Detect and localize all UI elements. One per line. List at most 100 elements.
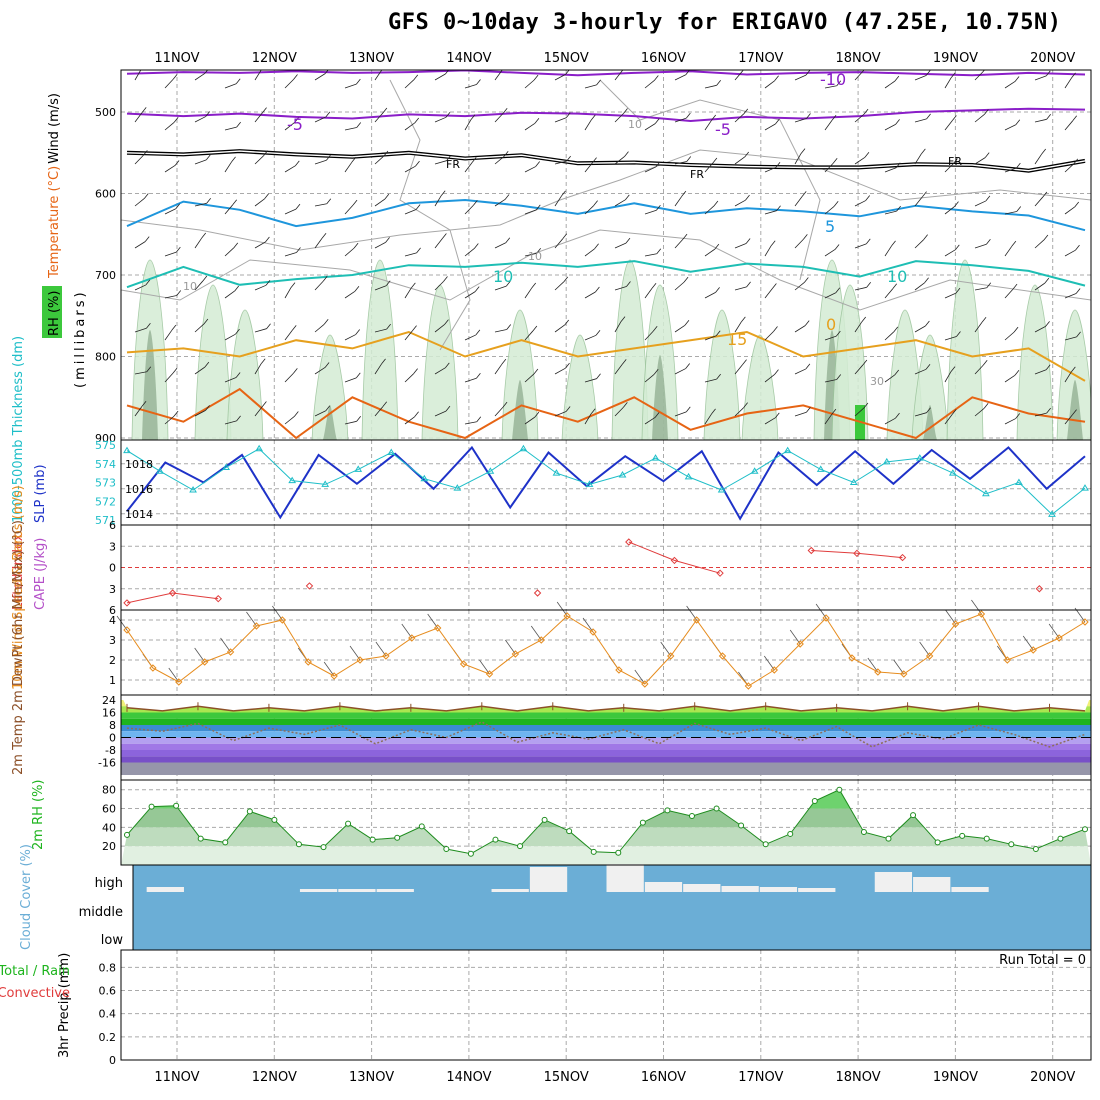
wind-barb-10m [401, 623, 413, 639]
wind-barb-flag [232, 199, 238, 206]
wind-barb [974, 200, 987, 207]
wind-barb-10m [556, 601, 568, 617]
wind-barb-flag [683, 276, 689, 283]
run-total: Run Total = 0 [999, 953, 1086, 968]
wind-barb-flag [924, 277, 929, 284]
wind-barb [464, 84, 477, 89]
wind-barb-flag [265, 280, 271, 286]
wind-barb [1004, 124, 1016, 131]
rh-marker [246, 808, 253, 815]
wind-barb [854, 321, 863, 333]
rh-marker [1057, 835, 1064, 842]
wind-barb-flag [564, 319, 570, 326]
wind-barb [554, 324, 565, 333]
wind-barb [134, 327, 147, 333]
rh-ylabel: 2m RH (%) [31, 779, 46, 850]
wind-barb [464, 248, 475, 257]
wind-barb-flag [596, 79, 601, 86]
wind-ylabel-text: 10m Wind Speed & Barbs (m/s) [11, 485, 26, 690]
wind-barb [914, 153, 922, 165]
rh-marker [885, 835, 892, 842]
wind-barb [224, 377, 237, 383]
wind-barb-flag [294, 411, 299, 417]
wind-barb-flag [621, 359, 627, 365]
wind-barb-flag [982, 359, 988, 366]
rh-tick-label: 40 [102, 821, 116, 834]
wind-barb [554, 238, 564, 249]
wind-barb [884, 417, 896, 425]
wind-barb [524, 209, 537, 215]
lifted-index-marker [716, 569, 724, 577]
wind-barb-flag [446, 155, 451, 161]
lifted-index-marker [670, 556, 679, 565]
wind-barb [1034, 369, 1047, 375]
wind-barb-flag [474, 243, 479, 249]
wind-barb-flag [291, 325, 297, 331]
thickness-marker [156, 467, 164, 474]
temp-band [121, 743, 1091, 750]
wind-barb-flag [565, 362, 570, 369]
wind-barb-flag [653, 369, 659, 375]
wind-barb-flag [836, 374, 842, 380]
wind-barb-10m [660, 641, 672, 657]
rh-marker [615, 849, 622, 856]
wind-barb [584, 248, 595, 257]
wind-speed-marker [1081, 618, 1089, 626]
contour-label: -5 [715, 120, 731, 139]
wind-barb-flag [562, 233, 568, 240]
wind-speed-marker [304, 658, 312, 666]
wind-barb-flag [323, 319, 329, 325]
wind-barb [314, 159, 327, 165]
wind-barb [344, 290, 356, 299]
wind-barb-flag [356, 78, 361, 85]
wind-barb [1034, 282, 1046, 291]
wind-barb-10m [427, 613, 439, 629]
wind-barb [494, 285, 507, 291]
wind-barb-flag [682, 233, 688, 240]
wind-barb-flag [1071, 72, 1076, 79]
wind-barb-flag [775, 162, 781, 168]
wind-barb [944, 414, 953, 425]
wind-barb-10m [867, 657, 879, 673]
wind-barb [1034, 412, 1047, 417]
wind-barb [614, 113, 624, 123]
wind-barb [1034, 326, 1046, 333]
rh-marker [517, 843, 524, 850]
wind-barb [284, 252, 297, 257]
wind-barb-flag [355, 329, 361, 335]
wind-barb-flag [146, 323, 151, 329]
wind-barb [344, 334, 356, 341]
wind-barb-flag [236, 415, 241, 422]
wind-barb-flag [266, 323, 271, 329]
wind-barb-flag [954, 201, 959, 207]
wind-barb-flag [925, 364, 931, 370]
day-label-bottom: 15NOV [544, 1070, 589, 1085]
wind-barb [584, 84, 597, 89]
wind-barb-flag [412, 325, 417, 331]
wind-barb-flag [205, 111, 211, 117]
thickness-marker [585, 480, 594, 487]
wind-speed-line [126, 613, 1086, 687]
thickness-marker [684, 472, 693, 480]
rh-marker [713, 805, 720, 812]
wind-barb-flag [144, 236, 150, 242]
wind-barb-flag [711, 408, 716, 415]
day-label-top: 15NOV [544, 51, 589, 66]
rh-plume-core [652, 355, 668, 440]
wind-tick-label: 2 [109, 654, 116, 667]
wind-barb-flag [866, 282, 872, 288]
rh-marker [148, 803, 155, 810]
wind-barb [134, 198, 145, 207]
wind-speed-marker [615, 666, 623, 674]
wind-barb [614, 321, 622, 333]
cloud-ylabel-text: Cloud Cover (%) [19, 844, 34, 950]
day-label-top: 11NOV [154, 51, 199, 66]
wind-barb [584, 162, 593, 173]
wind-barb-flag [984, 152, 990, 158]
lifted-index-label: Lifted Index [11, 533, 26, 610]
wind-barb [434, 160, 447, 165]
thickness-marker [915, 454, 924, 461]
thickness-marker [321, 480, 330, 487]
contour-label: 0 [826, 315, 836, 334]
